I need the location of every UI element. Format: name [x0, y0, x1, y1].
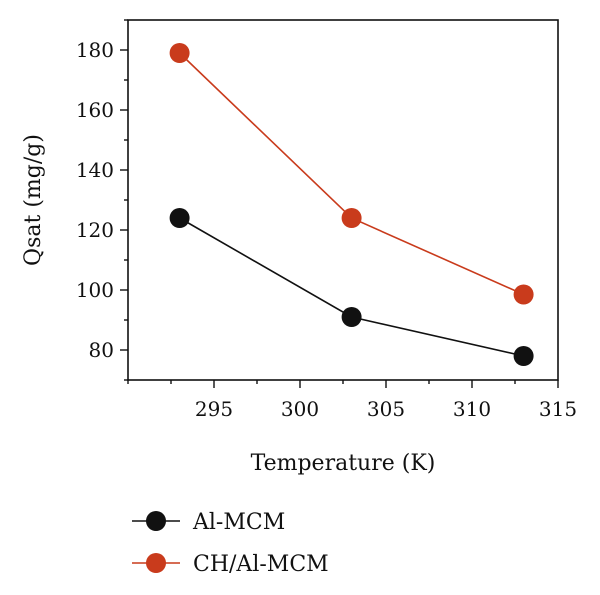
y-tick-label: 140	[76, 158, 114, 182]
series-line-0	[179, 217, 524, 357]
x-tick-label: 305	[367, 397, 405, 421]
data-point	[341, 307, 362, 327]
x-tick-label: 315	[539, 397, 577, 421]
series-line-1	[179, 52, 524, 296]
legend-marker	[146, 511, 166, 531]
y-axis-title: Qsat (mg/g)	[21, 134, 46, 266]
x-tick-label: 300	[281, 397, 319, 421]
y-tick-label: 80	[89, 338, 114, 362]
data-point	[169, 43, 190, 63]
data-point	[169, 208, 190, 228]
plot-frame	[127, 19, 559, 381]
y-tick-label: 180	[76, 38, 114, 62]
data-point	[341, 208, 362, 228]
y-axis-ticks: 80 100 120 140 160 180	[76, 19, 128, 381]
legend-label: Al-MCM	[192, 510, 285, 535]
data-point	[513, 346, 534, 366]
x-axis-ticks: 295 300 305 310 315	[127, 380, 577, 421]
data-point	[513, 284, 534, 305]
x-tick-label: 310	[453, 397, 491, 421]
legend-marker	[146, 553, 166, 573]
legend-label: CH/Al-MCM	[193, 552, 329, 577]
x-tick-label: 295	[195, 397, 233, 421]
y-tick-label: 120	[76, 218, 114, 242]
series-layer	[169, 43, 534, 366]
y-tick-label: 100	[76, 278, 114, 302]
legend: Al-MCM CH/Al-MCM	[132, 510, 329, 577]
x-axis-title: Temperature (K)	[251, 451, 436, 476]
y-tick-label: 160	[76, 98, 114, 122]
